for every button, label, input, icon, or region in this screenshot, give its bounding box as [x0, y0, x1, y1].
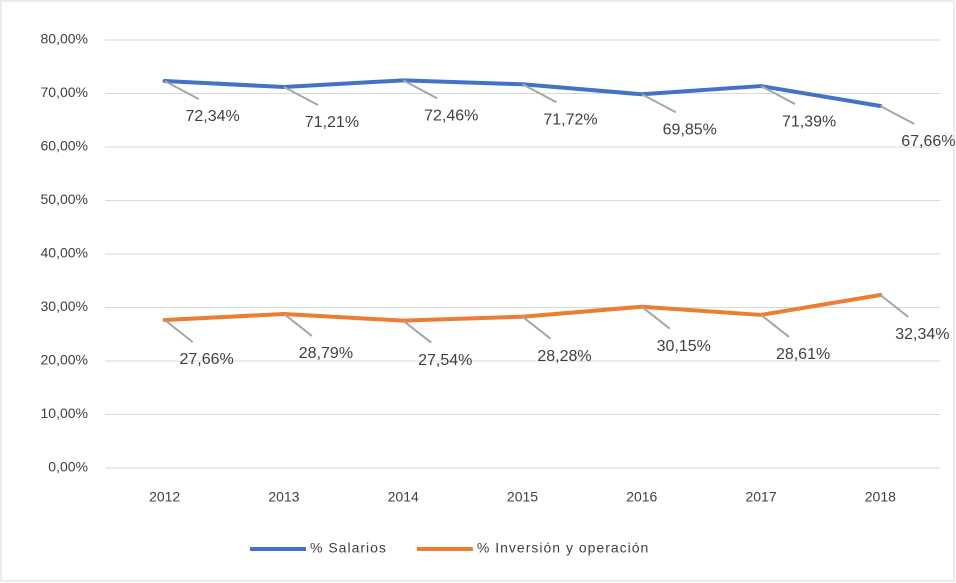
data-label: 71,39%	[782, 113, 836, 130]
leader-line	[402, 79, 438, 100]
x-tick-label: 2018	[865, 489, 896, 505]
data-label: 71,72%	[543, 112, 597, 129]
y-tick-label: 80,00%	[41, 31, 88, 47]
leader-line	[641, 93, 677, 114]
y-tick-label: 70,00%	[41, 84, 88, 100]
x-tick-label: 2014	[388, 489, 419, 505]
data-label: 27,66%	[180, 351, 234, 368]
x-tick-label: 2013	[268, 489, 299, 505]
leader-line	[760, 85, 796, 105]
y-tick-label: 20,00%	[41, 352, 88, 368]
data-label: 28,79%	[299, 345, 353, 362]
legend-label: % Inversión y operación	[477, 540, 649, 556]
leader-line	[522, 83, 557, 104]
y-tick-label: 50,00%	[41, 191, 88, 207]
leader-line	[283, 86, 319, 106]
y-tick-label: 30,00%	[41, 298, 88, 314]
leader-line	[402, 319, 432, 344]
data-label: 30,15%	[657, 338, 711, 355]
x-tick-label: 2012	[149, 489, 180, 505]
y-tick-label: 60,00%	[41, 138, 88, 154]
y-tick-label: 0,00%	[48, 459, 88, 475]
legend-label: % Salarios	[310, 540, 387, 556]
x-tick-label: 2016	[626, 489, 657, 505]
leader-line	[879, 105, 915, 125]
leader-line	[283, 313, 313, 337]
leader-line	[164, 80, 200, 100]
y-tick-label: 40,00%	[41, 245, 88, 261]
data-label: 32,34%	[895, 326, 949, 343]
y-tick-label: 10,00%	[41, 405, 88, 421]
data-label: 69,85%	[663, 122, 717, 139]
leader-line	[760, 314, 790, 338]
leader-line	[521, 315, 552, 340]
data-label: 71,21%	[305, 114, 359, 131]
leader-line	[879, 294, 909, 318]
data-label: 67,66%	[901, 133, 955, 150]
data-label: 28,61%	[776, 346, 830, 363]
x-tick-label: 2015	[507, 489, 538, 505]
data-label: 72,46%	[424, 108, 478, 125]
data-label: 72,34%	[186, 108, 240, 125]
leader-line	[641, 305, 671, 330]
x-tick-label: 2017	[745, 489, 776, 505]
data-label: 28,28%	[537, 348, 591, 365]
data-label: 27,54%	[418, 352, 472, 369]
leader-line	[164, 319, 194, 343]
